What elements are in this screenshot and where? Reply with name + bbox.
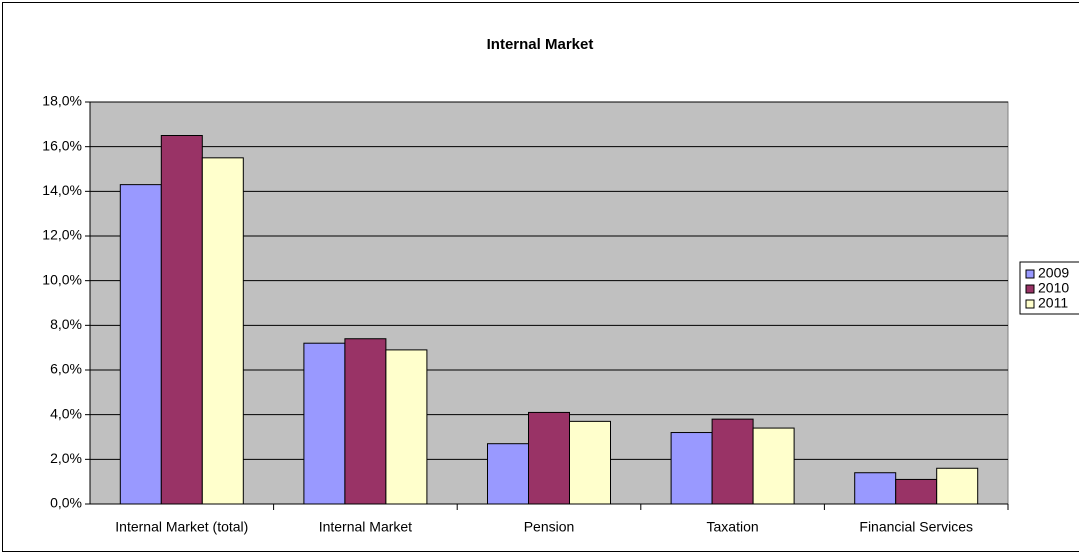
y-tick-label: 10,0% [42,271,82,287]
y-tick-label: 4,0% [50,405,82,421]
y-tick-label: 14,0% [42,182,82,198]
legend-label: 2009 [1038,265,1069,281]
bar [936,467,979,505]
legend-swatch [1025,269,1035,279]
bar [201,157,244,505]
bar [487,443,529,505]
y-tick-label: 18,0% [42,93,82,109]
bar [711,418,754,505]
y-tick-label: 2,0% [50,450,82,466]
bar [528,411,570,505]
y-tick-label: 12,0% [42,227,82,243]
x-tick-label: Taxation [707,519,759,535]
chart-title: Internal Market [487,36,594,53]
x-tick-label: Pension [524,519,575,535]
x-tick-label: Internal Market (total) [115,519,248,535]
legend-swatch [1025,299,1035,309]
y-tick-label: 16,0% [42,137,82,153]
y-tick-label: 6,0% [50,361,82,377]
legend-label: 2011 [1038,295,1068,311]
y-tick-label: 0,0% [50,495,82,511]
bar [752,427,795,505]
bar [895,478,938,505]
bar [303,342,346,505]
bar [385,349,428,505]
legend-label: 2010 [1038,280,1069,296]
bar [670,432,713,505]
bar [160,135,203,505]
bar [854,472,897,505]
legend-swatch [1025,284,1035,294]
x-tick-label: Financial Services [859,519,973,535]
y-tick-label: 8,0% [50,316,82,332]
x-tick-label: Internal Market [319,519,412,535]
bar [344,338,387,505]
bar [119,184,162,505]
bar [569,420,611,505]
